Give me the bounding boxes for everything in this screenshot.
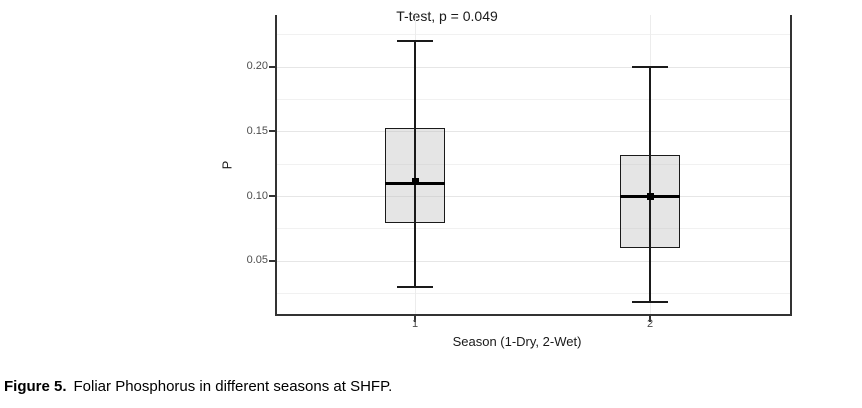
x-tick-label-2: 2 bbox=[646, 318, 654, 330]
y-tick-mark-0.15 bbox=[269, 130, 275, 133]
y-tick-mark-0.20 bbox=[269, 65, 275, 68]
gridline-major-0.15 bbox=[277, 131, 790, 133]
y-tick-mark-0.05 bbox=[269, 259, 275, 262]
whisker-cap-top-season-2 bbox=[632, 65, 668, 68]
gridline-major-0.1 bbox=[277, 196, 790, 198]
gridline-major-0.05 bbox=[277, 260, 790, 262]
chart-annotation-ttest: T-test, p = 0.049 bbox=[396, 8, 498, 24]
gridline-minor-0.075 bbox=[277, 228, 790, 230]
whisker-line-season-1 bbox=[414, 40, 416, 287]
mean-marker-season-2 bbox=[646, 192, 654, 200]
y-tick-label-0.20: 0.20 bbox=[246, 60, 268, 73]
y-axis-title: P bbox=[219, 160, 235, 170]
whisker-cap-bottom-season-1 bbox=[397, 285, 433, 288]
mean-marker-season-1 bbox=[411, 178, 419, 186]
y-tick-mark-0.10 bbox=[269, 195, 275, 198]
plot-panel: T-test, p = 0.049 bbox=[275, 8, 792, 316]
y-tick-label-0.10: 0.10 bbox=[246, 189, 268, 202]
gridline-minor-0.125 bbox=[277, 163, 790, 165]
x-axis-title: Season (1-Dry, 2-Wet) bbox=[452, 334, 582, 349]
whisker-cap-bottom-season-2 bbox=[632, 301, 668, 304]
x-tick-mark-2 bbox=[649, 316, 651, 322]
x-tick-mark-1 bbox=[414, 316, 416, 322]
y-tick-label-0.05: 0.05 bbox=[246, 254, 268, 267]
gridline-minor-0.175 bbox=[277, 99, 790, 101]
figure-caption-text: Foliar Phosphorus in different seasons a… bbox=[73, 378, 393, 395]
whisker-line-season-2 bbox=[649, 66, 651, 303]
gridline-minor-0.225 bbox=[277, 34, 790, 36]
figure-caption-label: Figure 5. bbox=[4, 378, 67, 395]
x-tick-label-1: 1 bbox=[411, 318, 419, 330]
figure-caption: Figure 5. Foliar Phosphorus in different … bbox=[4, 378, 392, 395]
whisker-cap-top-season-1 bbox=[397, 39, 433, 42]
y-tick-label-0.15: 0.15 bbox=[246, 124, 268, 137]
gridline-minor-0.025 bbox=[277, 293, 790, 295]
gridline-major-0.2 bbox=[277, 66, 790, 68]
